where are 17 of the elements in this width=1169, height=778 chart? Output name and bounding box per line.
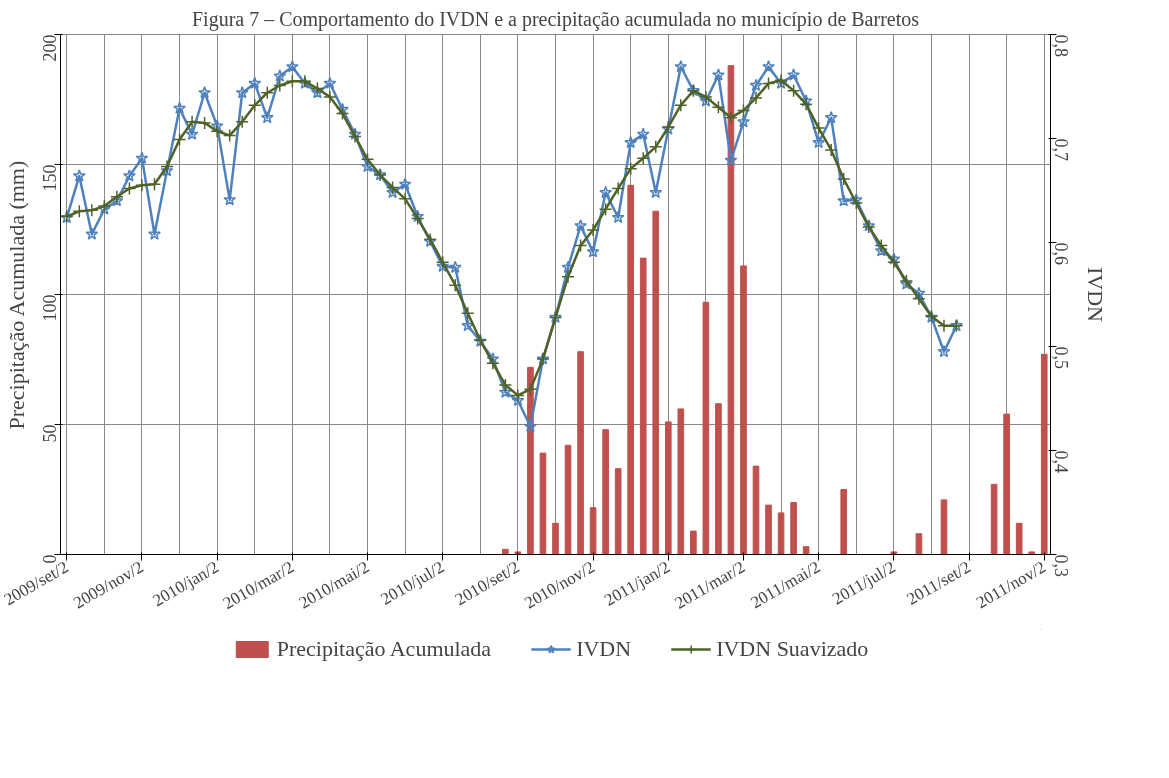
y2-tick-label: 0,8 — [1051, 34, 1071, 57]
y2-tick-label: 0,6 — [1051, 242, 1071, 265]
y2-tick-label: 0,7 — [1051, 138, 1071, 161]
y2-axis-title: IVDN — [1082, 267, 1108, 323]
chart-title: Figura 7 – Comportamento do IVDN e a precipitação acumulada no município de Barretos — [191, 7, 920, 31]
y2-tick-label: 0,3 — [1051, 554, 1071, 577]
legend-label: IVDN — [576, 636, 632, 662]
y-axis-title: Precipitação Acumulada (mm) — [3, 160, 29, 430]
y-tick-label: 150 — [40, 164, 60, 192]
y-tick-label: 100 — [40, 294, 60, 322]
legend-label: IVDN Suavizado — [716, 636, 869, 662]
y-tick-label: 0 — [40, 554, 60, 564]
legend-label: Precipitação Acumulada — [276, 636, 492, 662]
y-tick-label: 50 — [40, 424, 60, 443]
y2-tick-label: 0,4 — [1051, 450, 1071, 473]
y-tick-label: 200 — [40, 34, 60, 62]
y2-tick-label: 0,5 — [1051, 346, 1071, 369]
